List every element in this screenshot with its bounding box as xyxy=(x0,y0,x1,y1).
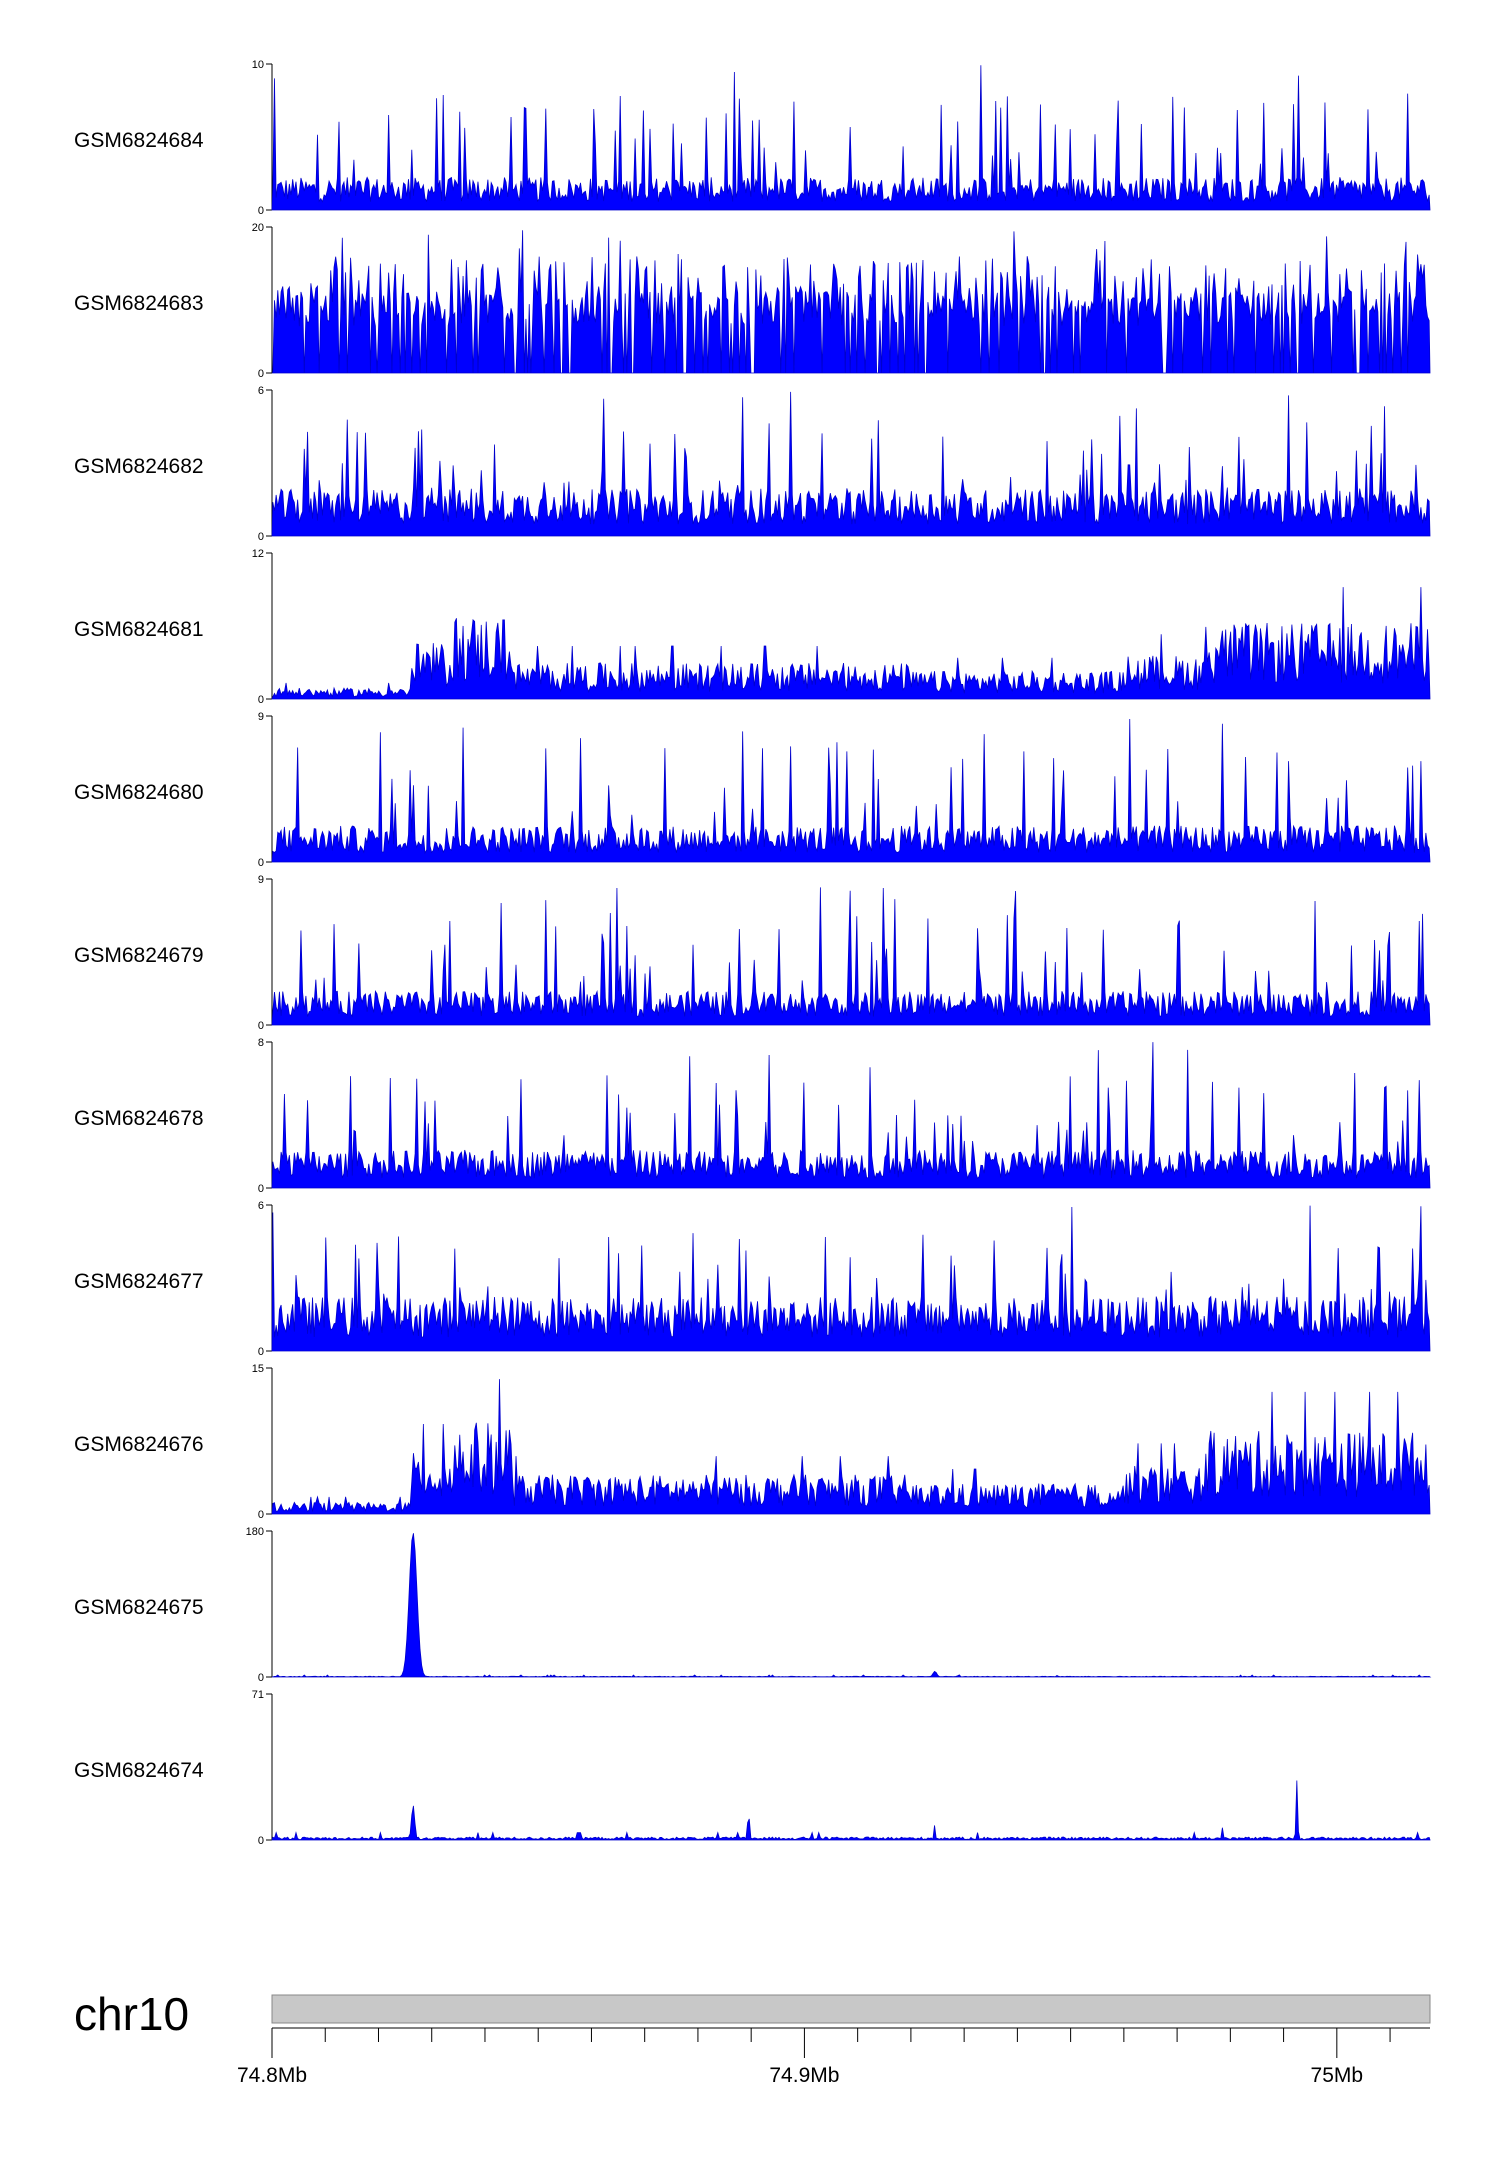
track-GSM6824676: GSM6824676 15 0 xyxy=(74,1363,1431,1521)
y-max-label: 8 xyxy=(258,1037,264,1049)
y-min-label: 0 xyxy=(258,1346,264,1358)
signal-area xyxy=(271,1533,1432,1678)
y-max-label: 180 xyxy=(246,1526,264,1538)
signal-area xyxy=(271,391,1431,537)
y-max-label: 12 xyxy=(252,548,264,560)
track-name: GSM6824679 xyxy=(74,944,204,967)
signal-area xyxy=(271,1379,1431,1515)
y-min-label: 0 xyxy=(258,531,264,543)
y-max-label: 9 xyxy=(258,711,264,723)
track-name: GSM6824681 xyxy=(74,618,204,641)
signal-area xyxy=(272,230,1431,374)
y-min-label: 0 xyxy=(258,1183,264,1195)
track-GSM6824679: GSM6824679 9 0 xyxy=(74,874,1431,1032)
y-min-label: 0 xyxy=(258,1672,264,1684)
track-name: GSM6824683 xyxy=(74,292,204,315)
signal-area xyxy=(271,1205,1431,1352)
y-min-label: 0 xyxy=(258,1020,264,1032)
track-GSM6824677: GSM6824677 6 0 xyxy=(74,1200,1431,1358)
chromosome-axis: chr10 74.8Mb 74.9Mb 75Mb xyxy=(74,1988,1431,2087)
chromosome-ideogram xyxy=(271,1994,1431,2024)
track-name: GSM6824676 xyxy=(74,1433,204,1456)
track-name: GSM6824680 xyxy=(74,781,204,804)
track-name: GSM6824684 xyxy=(74,129,204,152)
track-GSM6824680: GSM6824680 9 0 xyxy=(74,711,1431,869)
y-min-label: 0 xyxy=(258,205,264,217)
y-max-label: 20 xyxy=(252,222,264,234)
signal-area xyxy=(271,887,1431,1026)
signal-area xyxy=(271,65,1431,211)
y-min-label: 0 xyxy=(258,368,264,380)
y-min-label: 0 xyxy=(258,1509,264,1521)
x-tick-label: 74.9Mb xyxy=(769,2064,839,2087)
track-name: GSM6824678 xyxy=(74,1107,204,1130)
signal-area xyxy=(271,1042,1431,1189)
y-max-label: 71 xyxy=(252,1689,264,1701)
y-min-label: 0 xyxy=(258,857,264,869)
axis-ticks: 74.8Mb 74.9Mb 75Mb xyxy=(237,2027,1430,2087)
track-name: GSM6824682 xyxy=(74,455,204,478)
signal-tracks: GSM6824684100GSM6824683200GSM682468260GS… xyxy=(74,59,1432,1847)
y-max-label: 6 xyxy=(258,385,264,397)
track-GSM6824683: GSM6824683 20 0 xyxy=(74,222,1431,380)
track-name: GSM6824674 xyxy=(74,1759,204,1782)
track-GSM6824681: GSM6824681 12 0 xyxy=(74,548,1431,706)
signal-area xyxy=(271,1780,1431,1841)
track-GSM6824682: GSM6824682 6 0 xyxy=(74,385,1431,543)
track-GSM6824678: GSM6824678 8 0 xyxy=(74,1037,1431,1195)
y-max-label: 9 xyxy=(258,874,264,886)
track-GSM6824674: GSM6824674 71 0 xyxy=(74,1689,1431,1847)
track-GSM6824675: GSM6824675 180 0 xyxy=(74,1526,1432,1684)
y-min-label: 0 xyxy=(258,1835,264,1847)
chromosome-label: chr10 xyxy=(74,1988,189,2040)
x-tick-label: 74.8Mb xyxy=(237,2064,307,2087)
track-name: GSM6824675 xyxy=(74,1596,204,1619)
track-name: GSM6824677 xyxy=(74,1270,204,1293)
y-max-label: 15 xyxy=(252,1363,264,1375)
x-tick-label: 75Mb xyxy=(1311,2064,1364,2087)
signal-area xyxy=(271,718,1431,863)
signal-area xyxy=(271,587,1431,700)
track-GSM6824684: GSM6824684 10 0 xyxy=(74,59,1431,217)
y-max-label: 6 xyxy=(258,1200,264,1212)
y-max-label: 10 xyxy=(252,59,264,71)
y-min-label: 0 xyxy=(258,694,264,706)
